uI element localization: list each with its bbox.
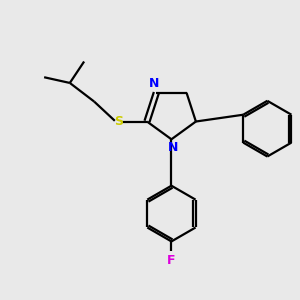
Text: S: S: [114, 115, 123, 128]
Text: F: F: [167, 254, 176, 267]
Text: N: N: [149, 77, 159, 90]
Text: N: N: [168, 141, 178, 154]
